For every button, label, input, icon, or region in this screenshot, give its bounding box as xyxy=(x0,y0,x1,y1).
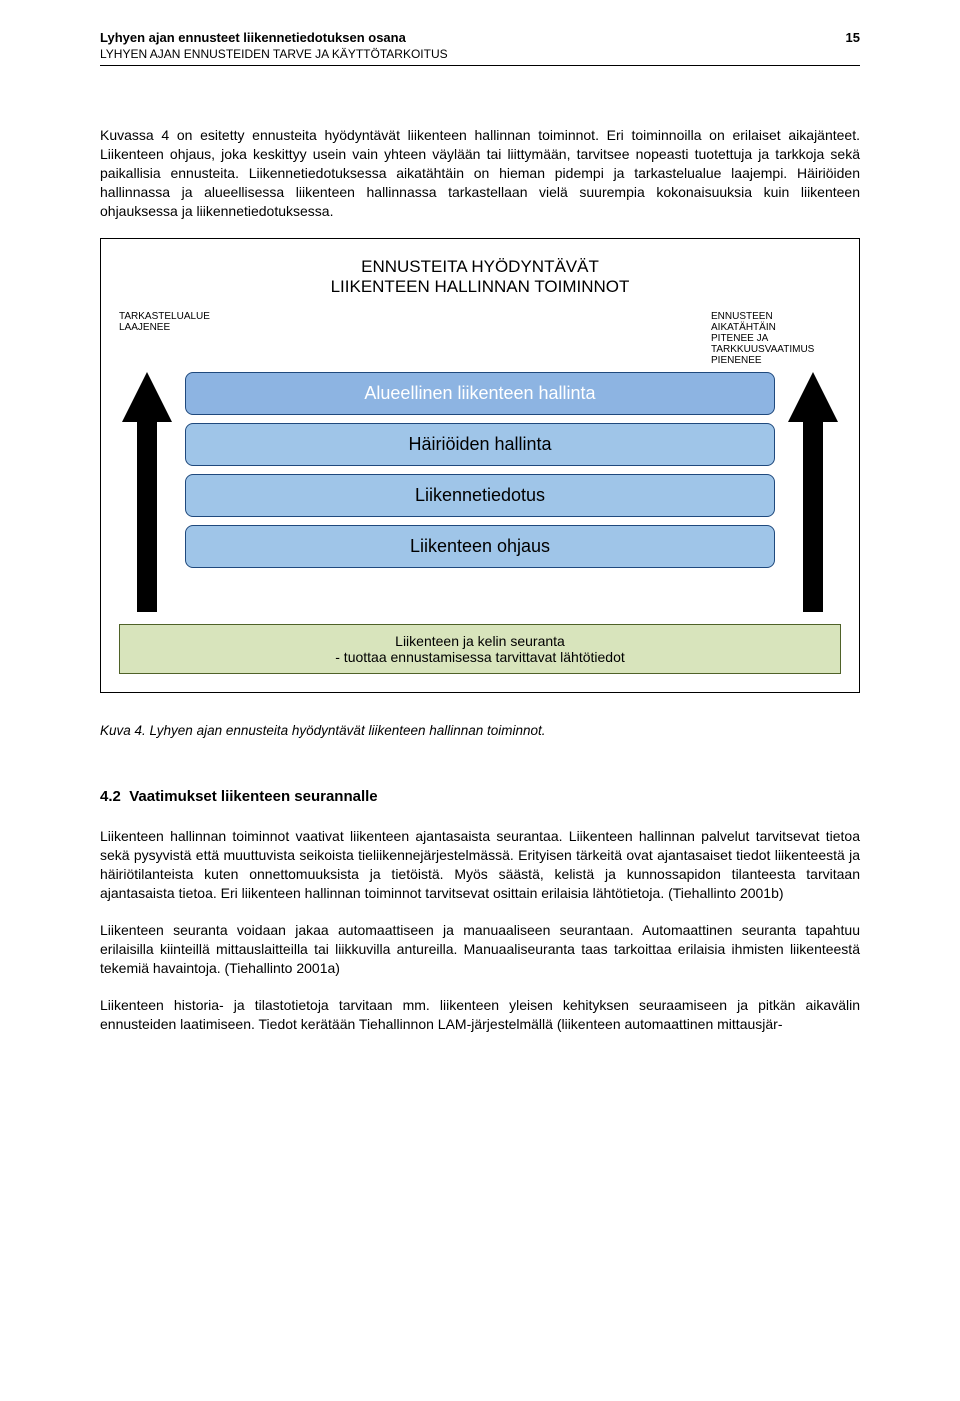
header-subtitle: LYHYEN AJAN ENNUSTEIDEN TARVE JA KÄYTTÖT… xyxy=(100,47,860,61)
diagram-box-1: Häiriöiden hallinta xyxy=(185,423,775,466)
header-divider xyxy=(100,65,860,66)
paragraph-4: Liikenteen historia- ja tilastotietoja t… xyxy=(100,996,860,1034)
diagram-mid-row: Alueellinen liikenteen hallinta Häiriöide… xyxy=(119,372,841,612)
arrow-right-col xyxy=(785,372,841,612)
paragraph-3: Liikenteen seuranta voidaan jakaa automa… xyxy=(100,921,860,978)
document-page: Lyhyen ajan ennusteet liikennetiedotukse… xyxy=(0,0,960,1071)
diagram-title-line2: LIIKENTEEN HALLINNAN TOIMINNOT xyxy=(331,277,630,296)
up-arrow-right-icon xyxy=(788,372,838,612)
header-title: Lyhyen ajan ennusteet liikennetiedotukse… xyxy=(100,30,406,45)
diagram-title: ENNUSTEITA HYÖDYNTÄVÄT LIIKENTEEN HALLIN… xyxy=(119,257,841,297)
section-heading: 4.2 Vaatimukset liikenteen seurannalle xyxy=(100,788,860,805)
up-arrow-left-icon xyxy=(122,372,172,612)
diagram-container: ENNUSTEITA HYÖDYNTÄVÄT LIIKENTEEN HALLIN… xyxy=(100,238,860,693)
diagram-boxes: Alueellinen liikenteen hallinta Häiriöide… xyxy=(185,372,775,612)
diagram-box-0: Alueellinen liikenteen hallinta xyxy=(185,372,775,415)
page-header: Lyhyen ajan ennusteet liikennetiedotukse… xyxy=(100,30,860,45)
page-number: 15 xyxy=(846,30,860,45)
bottom-box-line1: Liikenteen ja kelin seuranta xyxy=(395,633,565,649)
diagram-labels-row: TARKASTELUALUE LAAJENEE ENNUSTEEN AIKATÄ… xyxy=(119,311,841,366)
diagram-box-2: Liikennetiedotus xyxy=(185,474,775,517)
diagram-bottom-box: Liikenteen ja kelin seuranta - tuottaa e… xyxy=(119,624,841,674)
paragraph-1: Kuvassa 4 on esitetty ennusteita hyödynt… xyxy=(100,126,860,220)
arrow-left-col xyxy=(119,372,175,612)
diagram-label-right: ENNUSTEEN AIKATÄHTÄIN PITENEE JA TARKKUU… xyxy=(711,311,841,366)
diagram-title-line1: ENNUSTEITA HYÖDYNTÄVÄT xyxy=(361,257,599,276)
paragraph-2: Liikenteen hallinnan toiminnot vaativat … xyxy=(100,827,860,903)
section-number: 4.2 xyxy=(100,788,121,805)
section-title: Vaatimukset liikenteen seurannalle xyxy=(129,788,377,805)
figure-caption: Kuva 4. Lyhyen ajan ennusteita hyödyntäv… xyxy=(100,723,860,738)
bottom-box-line2: - tuottaa ennustamisessa tarvittavat läh… xyxy=(335,649,625,665)
diagram-box-3: Liikenteen ohjaus xyxy=(185,525,775,568)
diagram-label-left: TARKASTELUALUE LAAJENEE xyxy=(119,311,239,366)
